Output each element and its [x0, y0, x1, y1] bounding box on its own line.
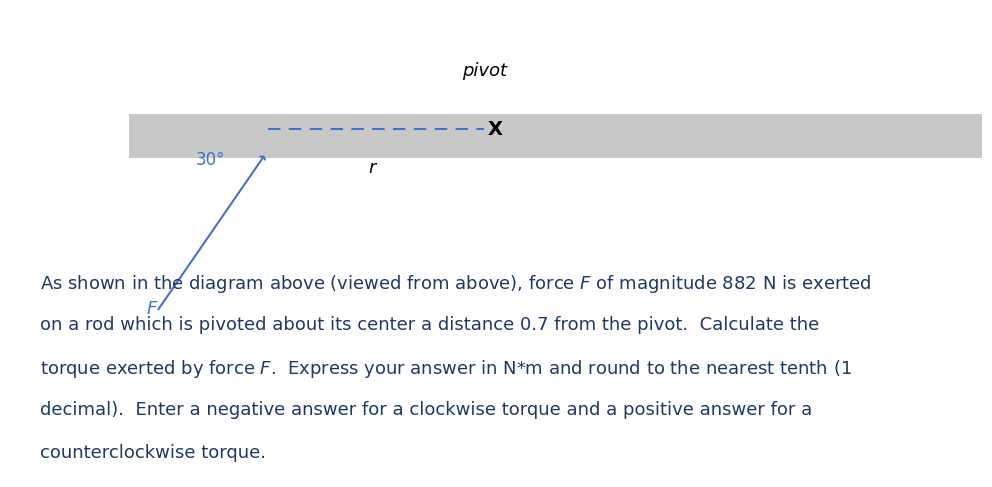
Text: r: r — [368, 159, 376, 177]
Text: pivot: pivot — [461, 62, 507, 79]
Text: 30°: 30° — [195, 151, 225, 169]
Text: F: F — [147, 300, 157, 318]
Text: torque exerted by force $\mathit{F}$.  Express your answer in N*m and round to t: torque exerted by force $\mathit{F}$. Ex… — [40, 358, 851, 380]
Text: As shown in the diagram above (viewed from above), force $\mathit{F}$ of magnitu: As shown in the diagram above (viewed fr… — [40, 273, 871, 295]
Bar — [129, 114, 982, 158]
Text: on a rod which is pivoted about its center a distance 0.7 from the pivot.  Calcu: on a rod which is pivoted about its cent… — [40, 316, 819, 334]
Text: counterclockwise torque.: counterclockwise torque. — [40, 444, 266, 462]
Text: decimal).  Enter a negative answer for a clockwise torque and a positive answer : decimal). Enter a negative answer for a … — [40, 401, 811, 419]
Text: X: X — [488, 119, 503, 139]
